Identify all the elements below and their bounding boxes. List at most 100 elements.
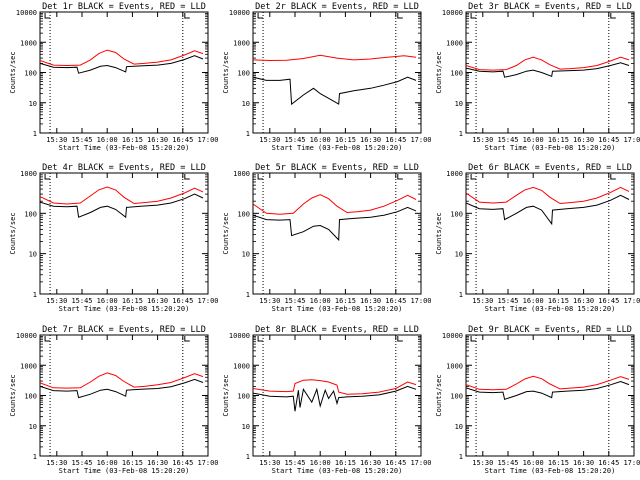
y-axis-label: Counts/sec [435, 374, 443, 416]
x-axis-label: Start Time (03-Feb-08 15:20:20) [485, 467, 616, 475]
x-tick-label: 16:45 [598, 459, 619, 467]
plot-frame [252, 172, 422, 295]
x-tick-label: 15:45 [71, 297, 92, 305]
lld-series-line [40, 186, 204, 205]
y-axis-label: Counts/sec [222, 212, 230, 254]
y-tick-label: 1 [459, 130, 463, 138]
x-tick-label: 15:30 [46, 459, 67, 467]
lld-series-line [40, 372, 204, 389]
x-tick-label: 16:15 [122, 459, 143, 467]
events-series-line [466, 62, 630, 78]
marker-glyph [184, 174, 190, 180]
plot-frame [465, 172, 635, 295]
y-tick-label: 10000 [229, 332, 250, 340]
x-tick-label: 17:00 [623, 459, 640, 467]
marker-glyph [470, 336, 477, 342]
y-tick-label: 10000 [442, 332, 463, 340]
panel-title: Det 3r BLACK = Events, RED = LLD [468, 2, 632, 12]
x-tick-label: 16:15 [335, 136, 356, 144]
y-tick-label: 10 [29, 423, 37, 431]
x-tick-label: 15:45 [497, 136, 518, 144]
x-tick-label: 15:45 [284, 459, 305, 467]
y-axis-label: Counts/sec [9, 51, 17, 93]
x-tick-label: 16:30 [147, 136, 168, 144]
y-tick-label: 10 [242, 251, 250, 259]
x-tick-label: 15:30 [472, 136, 493, 144]
y-tick-label: 1000 [20, 39, 37, 47]
det-panel-2: Det 2r BLACK = Events, RED = LLD 1 10 100 10… [222, 2, 432, 152]
x-tick-label: 17:00 [197, 136, 218, 144]
marker-glyph [184, 13, 190, 19]
y-tick-label: 1000 [233, 170, 250, 178]
panel-title: Det 9r BLACK = Events, RED = LLD [468, 325, 632, 335]
x-tick-label: 16:15 [548, 136, 569, 144]
y-tick-label: 1 [33, 453, 37, 461]
marker-glyph [397, 336, 403, 342]
events-series-line [40, 55, 204, 74]
lld-series-line [253, 54, 417, 62]
x-tick-label: 16:30 [360, 459, 381, 467]
x-tick-label: 16:15 [122, 297, 143, 305]
events-series-line [40, 378, 204, 399]
marker-glyph [257, 13, 264, 19]
det-panel-9: Det 9r BLACK = Events, RED = LLD 1 10 100 10… [435, 325, 640, 475]
y-tick-label: 100 [237, 393, 250, 401]
x-tick-label: 15:30 [259, 459, 280, 467]
y-tick-label: 100 [450, 70, 463, 78]
det-panel-7: Det 7r BLACK = Events, RED = LLD 1 10 100 10… [9, 325, 219, 475]
x-tick-label: 15:30 [472, 459, 493, 467]
events-series-line [466, 380, 630, 400]
x-tick-label: 16:30 [360, 136, 381, 144]
x-tick-label: 15:30 [46, 136, 67, 144]
marker-glyph [610, 336, 616, 342]
lld-series-line [253, 194, 417, 215]
panel-title: Det 8r BLACK = Events, RED = LLD [255, 325, 419, 335]
x-tick-label: 16:30 [147, 459, 168, 467]
x-tick-label: 16:45 [385, 459, 406, 467]
y-axis-label: Counts/sec [9, 212, 17, 254]
y-tick-label: 1000 [446, 170, 463, 178]
marker-glyph [44, 13, 51, 19]
y-tick-label: 10000 [442, 9, 463, 17]
det-panel-4: Det 4r BLACK = Events, RED = LLD 1 10 100 10… [9, 163, 219, 313]
x-tick-label: 17:00 [410, 297, 431, 305]
x-axis-label: Start Time (03-Feb-08 15:20:20) [272, 305, 403, 313]
marker-glyph [610, 13, 616, 19]
x-tick-label: 15:30 [259, 136, 280, 144]
det-panel-3: Det 3r BLACK = Events, RED = LLD 1 10 100 10… [435, 2, 640, 152]
panel-title: Det 6r BLACK = Events, RED = LLD [468, 163, 632, 173]
x-tick-label: 15:45 [71, 136, 92, 144]
y-tick-label: 1 [33, 291, 37, 299]
y-tick-label: 100 [24, 393, 37, 401]
x-tick-label: 17:00 [197, 297, 218, 305]
y-tick-label: 100 [450, 393, 463, 401]
y-tick-label: 1000 [446, 39, 463, 47]
events-series-line [253, 385, 417, 412]
x-tick-label: 16:00 [97, 297, 118, 305]
x-tick-label: 16:30 [360, 297, 381, 305]
x-tick-label: 15:45 [497, 459, 518, 467]
y-axis-label: Counts/sec [222, 51, 230, 93]
y-tick-label: 10 [29, 100, 37, 108]
x-tick-label: 16:30 [573, 297, 594, 305]
x-tick-label: 16:00 [310, 136, 331, 144]
panel-title: Det 2r BLACK = Events, RED = LLD [255, 2, 419, 12]
x-axis-label: Start Time (03-Feb-08 15:20:20) [485, 144, 616, 152]
y-tick-label: 100 [237, 70, 250, 78]
marker-glyph [470, 174, 477, 180]
x-tick-label: 16:30 [147, 297, 168, 305]
y-tick-label: 100 [450, 210, 463, 218]
x-tick-label: 16:00 [310, 297, 331, 305]
marker-glyph [257, 336, 264, 342]
x-tick-label: 16:30 [573, 136, 594, 144]
y-axis-label: Counts/sec [9, 374, 17, 416]
y-tick-label: 1000 [233, 39, 250, 47]
y-tick-label: 10000 [16, 332, 37, 340]
events-series-line [466, 194, 630, 226]
x-tick-label: 16:45 [385, 136, 406, 144]
marker-glyph [397, 13, 403, 19]
y-tick-label: 10000 [229, 9, 250, 17]
x-axis-label: Start Time (03-Feb-08 15:20:20) [485, 305, 616, 313]
x-tick-label: 15:45 [284, 297, 305, 305]
